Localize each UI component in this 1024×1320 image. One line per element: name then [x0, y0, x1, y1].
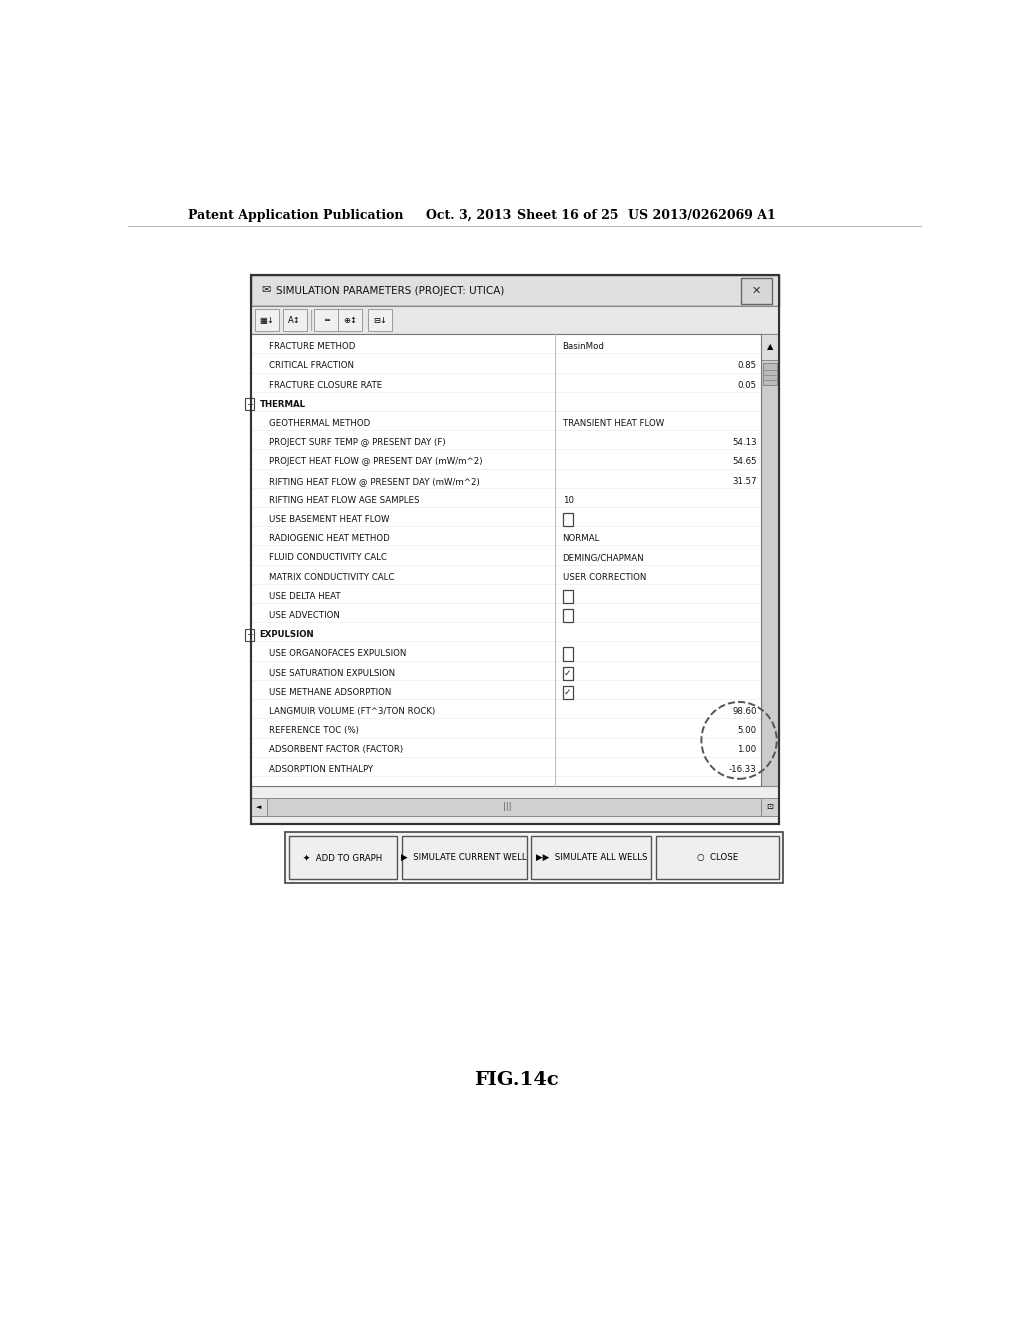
Text: TRANSIENT HEAT FLOW: TRANSIENT HEAT FLOW: [562, 418, 664, 428]
Text: ✓: ✓: [564, 688, 571, 697]
Text: 54.65: 54.65: [732, 458, 757, 466]
Text: USE SATURATION EXPULSION: USE SATURATION EXPULSION: [269, 669, 395, 677]
Bar: [740, 279, 772, 304]
Text: GEOTHERMAL METHOD: GEOTHERMAL METHOD: [269, 418, 371, 428]
Text: ○  CLOSE: ○ CLOSE: [697, 853, 738, 862]
Text: THERMAL: THERMAL: [260, 400, 306, 409]
Text: BasinMod: BasinMod: [562, 342, 604, 351]
Text: SIMULATION PARAMETERS (PROJECT: UTICA): SIMULATION PARAMETERS (PROJECT: UTICA): [276, 285, 505, 296]
Text: FRACTURE CLOSURE RATE: FRACTURE CLOSURE RATE: [269, 380, 383, 389]
Bar: [562, 667, 572, 680]
Bar: [251, 797, 267, 816]
Bar: [656, 837, 779, 879]
Bar: [531, 837, 651, 879]
Text: RIFTING HEAT FLOW @ PRESENT DAY (mW/m^2): RIFTING HEAT FLOW @ PRESENT DAY (mW/m^2): [269, 477, 480, 486]
Text: FIG.14c: FIG.14c: [474, 1072, 559, 1089]
Text: USE DELTA HEAT: USE DELTA HEAT: [269, 591, 341, 601]
Bar: [761, 334, 779, 359]
Bar: [562, 647, 572, 660]
Text: ADSORPTION ENTHALPY: ADSORPTION ENTHALPY: [269, 764, 374, 774]
Text: ▦↓: ▦↓: [259, 315, 274, 325]
Text: FRACTURE METHOD: FRACTURE METHOD: [269, 342, 355, 351]
Text: MATRIX CONDUCTIVITY CALC: MATRIX CONDUCTIVITY CALC: [269, 573, 394, 582]
Text: -16.33: -16.33: [729, 764, 757, 774]
Text: US 2013/0262069 A1: US 2013/0262069 A1: [628, 209, 776, 222]
Bar: [285, 833, 782, 883]
Text: 54.13: 54.13: [732, 438, 757, 447]
Text: ✓: ✓: [564, 669, 571, 677]
Bar: [283, 309, 306, 331]
Text: USE BASEMENT HEAT FLOW: USE BASEMENT HEAT FLOW: [269, 515, 390, 524]
Bar: [251, 276, 778, 824]
Text: ▶▶  SIMULATE ALL WELLS: ▶▶ SIMULATE ALL WELLS: [536, 853, 647, 862]
Text: |||: |||: [503, 803, 511, 812]
Text: USE ORGANOFACES EXPULSION: USE ORGANOFACES EXPULSION: [269, 649, 407, 659]
Text: 5.00: 5.00: [737, 726, 757, 735]
Text: ⊟↓: ⊟↓: [374, 315, 387, 325]
Text: RADIOGENIC HEAT METHOD: RADIOGENIC HEAT METHOD: [269, 535, 390, 544]
Text: ✕: ✕: [752, 286, 761, 296]
Text: ✉: ✉: [261, 285, 270, 296]
Bar: [251, 276, 778, 824]
Bar: [338, 309, 362, 331]
Bar: [761, 334, 779, 785]
Text: A↕: A↕: [289, 315, 301, 325]
Text: Oct. 3, 2013: Oct. 3, 2013: [426, 209, 511, 222]
Text: REFERENCE TOC (%): REFERENCE TOC (%): [269, 726, 359, 735]
Bar: [251, 276, 778, 306]
Text: USE ADVECTION: USE ADVECTION: [269, 611, 340, 620]
Text: −: −: [246, 630, 253, 639]
Text: ADSORBENT FACTOR (FACTOR): ADSORBENT FACTOR (FACTOR): [269, 746, 403, 755]
Text: ⊡: ⊡: [767, 803, 773, 812]
Text: ▶  SIMULATE CURRENT WELL: ▶ SIMULATE CURRENT WELL: [401, 853, 527, 862]
Text: ◄: ◄: [256, 804, 261, 810]
Text: USE METHANE ADSORPTION: USE METHANE ADSORPTION: [269, 688, 391, 697]
Text: 31.57: 31.57: [732, 477, 757, 486]
Bar: [245, 399, 254, 411]
Text: PROJECT SURF TEMP @ PRESENT DAY (F): PROJECT SURF TEMP @ PRESENT DAY (F): [269, 438, 445, 447]
Bar: [314, 309, 338, 331]
Text: ═: ═: [324, 315, 329, 325]
Text: EXPULSION: EXPULSION: [260, 630, 314, 639]
Text: CRITICAL FRACTION: CRITICAL FRACTION: [269, 362, 354, 371]
Text: 0.05: 0.05: [737, 380, 757, 389]
Text: Sheet 16 of 25: Sheet 16 of 25: [517, 209, 618, 222]
Bar: [251, 334, 761, 785]
Bar: [562, 686, 572, 700]
Bar: [245, 628, 254, 642]
Text: 1.00: 1.00: [737, 746, 757, 755]
Text: −: −: [246, 400, 253, 409]
Bar: [401, 837, 526, 879]
Text: 98.60: 98.60: [732, 708, 757, 715]
Text: 0.85: 0.85: [737, 362, 757, 371]
Text: ⊕↕: ⊕↕: [343, 315, 357, 325]
Text: DEMING/CHAPMAN: DEMING/CHAPMAN: [562, 553, 644, 562]
Bar: [255, 309, 279, 331]
Bar: [763, 363, 777, 385]
Bar: [267, 797, 761, 816]
Bar: [761, 797, 779, 816]
Text: LANGMUIR VOLUME (FT^3/TON ROCK): LANGMUIR VOLUME (FT^3/TON ROCK): [269, 708, 435, 715]
Bar: [251, 306, 778, 334]
Text: FLUID CONDUCTIVITY CALC: FLUID CONDUCTIVITY CALC: [269, 553, 387, 562]
Text: Patent Application Publication: Patent Application Publication: [187, 209, 403, 222]
Text: USER CORRECTION: USER CORRECTION: [562, 573, 646, 582]
Bar: [562, 609, 572, 622]
Bar: [562, 590, 572, 603]
Bar: [562, 513, 572, 527]
Text: NORMAL: NORMAL: [562, 535, 600, 544]
Text: RIFTING HEAT FLOW AGE SAMPLES: RIFTING HEAT FLOW AGE SAMPLES: [269, 496, 420, 504]
Text: PROJECT HEAT FLOW @ PRESENT DAY (mW/m^2): PROJECT HEAT FLOW @ PRESENT DAY (mW/m^2): [269, 458, 482, 466]
Text: 10: 10: [562, 496, 573, 504]
Text: ▲: ▲: [767, 342, 773, 351]
Text: ✦  ADD TO GRAPH: ✦ ADD TO GRAPH: [303, 853, 383, 862]
Bar: [369, 309, 392, 331]
Bar: [289, 837, 397, 879]
